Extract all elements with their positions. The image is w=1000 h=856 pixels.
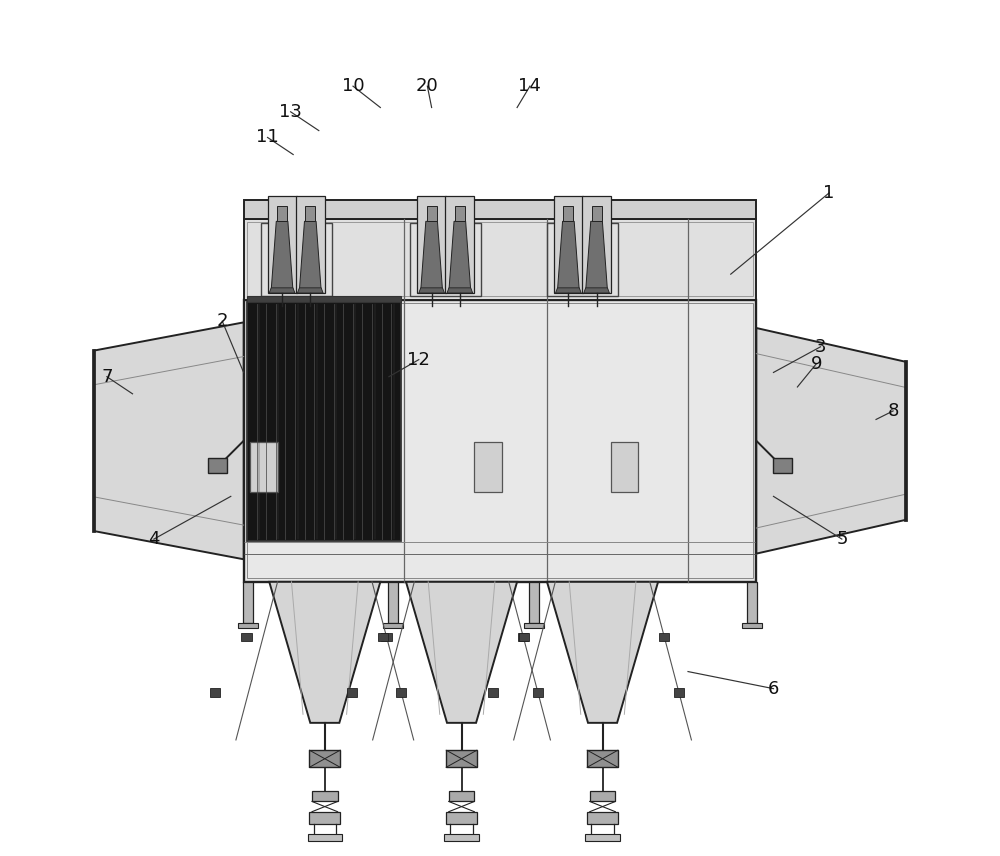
Text: 9: 9 [810, 355, 822, 373]
Bar [554, 196, 583, 293]
Bar [383, 623, 403, 628]
Bar [519, 633, 529, 641]
Bar [518, 633, 528, 641]
Bar [210, 688, 220, 697]
Text: 2: 2 [217, 312, 228, 330]
Bar [474, 442, 502, 491]
Text: 12: 12 [407, 351, 430, 369]
Polygon shape [756, 328, 906, 554]
Text: 7: 7 [101, 368, 113, 386]
Bar [674, 688, 684, 697]
Bar [445, 196, 474, 293]
Polygon shape [557, 222, 579, 290]
Polygon shape [271, 222, 293, 290]
Bar [529, 582, 539, 623]
Text: 6: 6 [768, 680, 779, 698]
Bar [347, 688, 357, 697]
Bar [592, 206, 602, 222]
Bar [208, 458, 227, 473]
Bar [247, 295, 401, 302]
Bar [547, 223, 618, 295]
Polygon shape [269, 582, 380, 722]
Polygon shape [94, 323, 244, 559]
Bar [427, 206, 437, 222]
Bar [309, 811, 340, 823]
Bar [742, 623, 762, 628]
Polygon shape [556, 288, 581, 293]
Bar [773, 458, 792, 473]
Text: 3: 3 [815, 338, 826, 356]
Bar [309, 750, 340, 767]
Bar [449, 791, 474, 801]
Bar [563, 206, 573, 222]
Bar [444, 834, 479, 841]
Bar [446, 811, 477, 823]
Bar [277, 206, 287, 222]
Text: 4: 4 [148, 530, 160, 548]
Bar [582, 196, 611, 293]
Bar [410, 223, 481, 295]
Polygon shape [447, 288, 473, 293]
Bar [238, 623, 258, 628]
Polygon shape [547, 582, 658, 722]
Bar [446, 750, 477, 767]
Bar [417, 196, 446, 293]
Polygon shape [406, 582, 517, 722]
Polygon shape [419, 288, 444, 293]
Bar [243, 582, 253, 623]
Bar [396, 688, 406, 697]
Bar [747, 582, 757, 623]
Bar [611, 442, 638, 491]
Bar [388, 582, 398, 623]
Polygon shape [449, 222, 471, 290]
Bar [241, 633, 252, 641]
Bar [268, 196, 297, 293]
Polygon shape [584, 288, 609, 293]
Bar [659, 633, 669, 641]
Polygon shape [297, 288, 323, 293]
Bar [587, 750, 618, 767]
Bar [590, 791, 615, 801]
Bar [244, 199, 756, 218]
Polygon shape [269, 288, 295, 293]
Text: 13: 13 [279, 103, 302, 121]
Bar [296, 196, 325, 293]
Bar [378, 633, 388, 641]
Bar [585, 834, 620, 841]
Bar [247, 302, 401, 541]
Bar [381, 633, 392, 641]
Polygon shape [299, 222, 321, 290]
Polygon shape [421, 222, 443, 290]
Text: 11: 11 [256, 128, 279, 146]
Bar [250, 442, 278, 491]
Text: 14: 14 [518, 77, 541, 95]
Bar [305, 206, 315, 222]
Bar [247, 303, 753, 579]
Text: 10: 10 [342, 77, 364, 95]
Bar [244, 300, 756, 582]
Bar [533, 688, 543, 697]
Bar [261, 223, 332, 295]
Text: 5: 5 [836, 530, 848, 548]
Bar [247, 222, 753, 296]
Text: 8: 8 [887, 402, 899, 420]
Bar [244, 218, 756, 300]
Text: 20: 20 [416, 77, 439, 95]
Bar [587, 811, 618, 823]
Bar [308, 834, 342, 841]
Text: 1: 1 [823, 184, 835, 202]
Bar [488, 688, 498, 697]
Bar [312, 791, 338, 801]
Bar [455, 206, 465, 222]
Bar [524, 623, 544, 628]
Polygon shape [586, 222, 607, 290]
